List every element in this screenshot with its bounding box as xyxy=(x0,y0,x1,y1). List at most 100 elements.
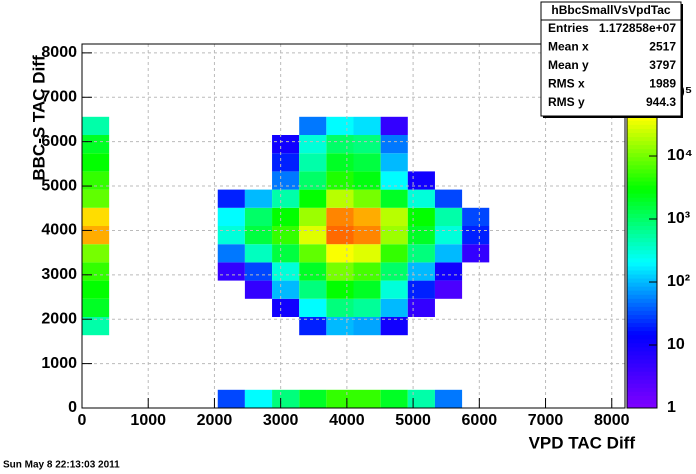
x-tick-label: 2000 xyxy=(197,412,233,429)
palette-step xyxy=(627,403,657,409)
palette-step xyxy=(627,258,657,263)
cell xyxy=(299,244,327,263)
cell xyxy=(244,226,273,245)
cell xyxy=(217,262,245,281)
stats-value: 1.172858e+07 xyxy=(599,21,676,35)
z-tick-label: 10 xyxy=(667,336,685,353)
palette-step xyxy=(627,327,657,332)
x-tick-label: 1000 xyxy=(130,412,166,429)
cell xyxy=(299,298,327,317)
y-tick-label: 2000 xyxy=(41,310,77,327)
palette-step xyxy=(627,290,657,296)
palette-step xyxy=(627,234,657,239)
cell xyxy=(353,298,381,317)
cell xyxy=(272,135,300,154)
cell xyxy=(82,135,110,154)
palette-step xyxy=(627,157,657,162)
cell xyxy=(326,189,354,208)
cell xyxy=(272,171,300,190)
cell xyxy=(244,262,273,281)
cell xyxy=(82,171,110,190)
palette-step xyxy=(627,226,657,231)
palette-step xyxy=(627,387,657,393)
palette-step xyxy=(627,169,657,174)
palette-step xyxy=(627,306,657,312)
palette-step xyxy=(627,209,657,215)
palette-step xyxy=(627,278,657,284)
y-axis-label: BBC-S TAC Diff xyxy=(29,55,48,181)
palette-step xyxy=(627,270,657,276)
cell xyxy=(326,280,354,299)
palette-step xyxy=(627,177,657,183)
palette-step xyxy=(627,116,657,122)
palette-step xyxy=(627,149,657,154)
cell xyxy=(353,262,381,281)
cell xyxy=(407,189,435,208)
y-tick-label: 8000 xyxy=(41,44,77,61)
palette-step xyxy=(627,221,657,227)
palette-step xyxy=(627,238,657,243)
palette-step xyxy=(627,391,657,397)
palette-step xyxy=(627,298,657,304)
cell xyxy=(244,207,273,226)
plot-frame xyxy=(81,43,626,409)
palette-step xyxy=(627,124,657,130)
cell xyxy=(326,389,354,408)
cell xyxy=(82,116,110,135)
cell xyxy=(244,389,273,408)
cell xyxy=(380,153,408,172)
y-tick-label: 1000 xyxy=(41,355,77,372)
y-tick-label: 4000 xyxy=(41,222,77,239)
palette-step xyxy=(627,250,657,255)
palette-step xyxy=(627,339,657,344)
palette-step xyxy=(627,286,657,292)
cell xyxy=(380,317,408,336)
y-tick-label: 5000 xyxy=(41,177,77,194)
x-axis-label: VPD TAC Diff xyxy=(529,433,636,452)
cell xyxy=(82,298,110,317)
cell xyxy=(380,262,408,281)
stats-label: Mean y xyxy=(548,58,589,72)
palette-step xyxy=(627,379,657,385)
cell xyxy=(434,389,463,408)
stats-value: 2517 xyxy=(649,40,676,54)
cell xyxy=(353,244,381,263)
palette-step xyxy=(627,310,657,316)
cell xyxy=(434,207,463,226)
cell xyxy=(326,135,354,154)
palette-step xyxy=(627,161,657,166)
cell xyxy=(82,189,110,208)
cell xyxy=(407,389,435,408)
cell xyxy=(272,280,300,299)
cell xyxy=(326,317,354,336)
cell xyxy=(272,207,300,226)
cell xyxy=(299,317,327,336)
z-tick-label: 10³ xyxy=(667,210,690,227)
cell xyxy=(326,262,354,281)
palette-step xyxy=(627,314,657,320)
cell xyxy=(217,189,245,208)
cell xyxy=(407,280,435,299)
palette-step xyxy=(627,323,657,328)
cell xyxy=(434,262,463,281)
palette-step xyxy=(627,343,657,348)
cell xyxy=(380,280,408,299)
cell xyxy=(353,171,381,190)
palette-step xyxy=(627,137,657,142)
palette-step xyxy=(627,375,657,381)
cell xyxy=(217,207,245,226)
z-tick-label: 10² xyxy=(667,273,690,290)
cell xyxy=(407,226,435,245)
palette-step xyxy=(627,185,657,191)
cell xyxy=(407,262,435,281)
x-tick-label: 3000 xyxy=(263,412,299,429)
cell xyxy=(353,189,381,208)
cell xyxy=(380,389,408,408)
cell xyxy=(299,135,327,154)
cell xyxy=(82,226,110,245)
cell xyxy=(353,135,381,154)
cell xyxy=(380,116,408,135)
palette-step xyxy=(627,120,657,126)
cell xyxy=(299,189,327,208)
